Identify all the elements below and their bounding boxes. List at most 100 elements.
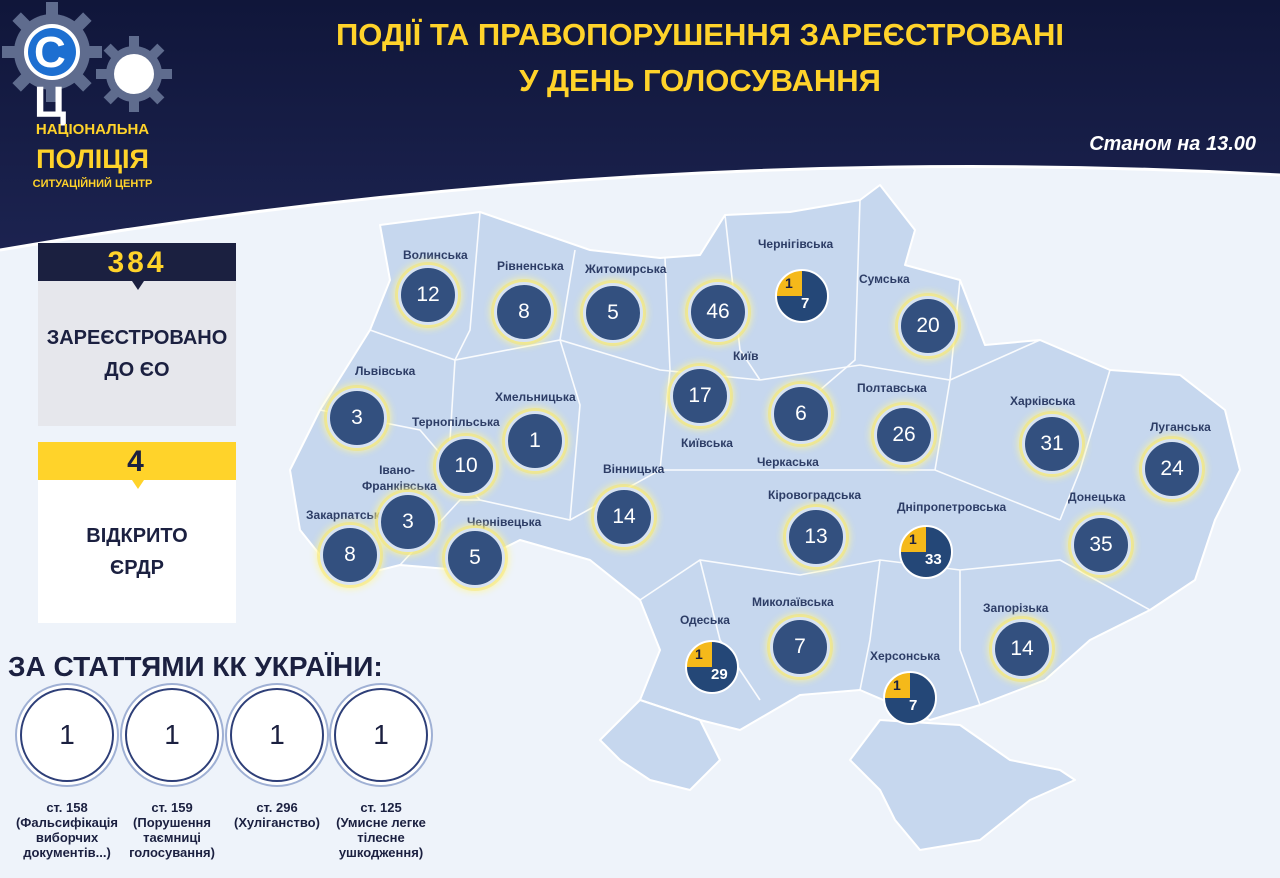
articles-title: ЗА СТАТТЯМИ КК УКРАЇНИ: bbox=[8, 651, 383, 682]
title-line-2: У ДЕНЬ ГОЛОСУВАННЯ bbox=[519, 63, 881, 98]
article-desc: ушкодження) bbox=[338, 845, 424, 860]
article-circle-158: 1 bbox=[20, 688, 114, 782]
region-event-badge: 10 bbox=[436, 436, 496, 496]
region-erdr-count: 1 bbox=[909, 531, 917, 547]
article-number: ст. 158 bbox=[46, 800, 88, 815]
article-label-159: ст. 159 (Порушення таємниці голосування) bbox=[117, 800, 227, 860]
region-label: Тернопільська bbox=[412, 415, 500, 429]
region-label: Запорізька bbox=[983, 601, 1049, 615]
region-label: Дніпропетровська bbox=[897, 500, 1007, 514]
region-event-badge: 13 bbox=[786, 507, 846, 567]
region-erdr-count: 1 bbox=[893, 677, 901, 693]
logo-line-2: ПОЛІЦІЯ bbox=[36, 144, 149, 174]
region-pie: 1 33 bbox=[899, 525, 953, 579]
region-event-count: 7 bbox=[801, 295, 810, 312]
region-label: Житомирська bbox=[585, 262, 667, 276]
registered-label: ЗАРЕЄСТРОВАНО ДО ЄО bbox=[38, 281, 236, 426]
region-event-badge: 5 bbox=[583, 283, 643, 343]
region-label: Одеська bbox=[680, 613, 730, 627]
article-desc: виборчих bbox=[35, 830, 99, 845]
article-desc: голосування) bbox=[129, 845, 215, 860]
article-desc: тілесне bbox=[357, 830, 405, 845]
region-event-badge: 46 bbox=[688, 282, 748, 342]
erdr-value: 4 bbox=[38, 442, 236, 489]
article-number: ст. 159 bbox=[151, 800, 193, 815]
region-label: Хмельницька bbox=[495, 390, 576, 404]
logo-line-1: НАЦІОНАЛЬНА bbox=[35, 121, 150, 138]
region-event-badge: 24 bbox=[1142, 439, 1202, 499]
erdr-label: ВІДКРИТО ЄРДР bbox=[38, 480, 236, 623]
region-event-badge: 12 bbox=[398, 265, 458, 325]
registered-value: 384 bbox=[38, 243, 236, 290]
article-circle-159: 1 bbox=[125, 688, 219, 782]
article-desc: (Фальсифікація bbox=[15, 815, 119, 830]
header-background bbox=[0, 0, 1280, 252]
map-crimea bbox=[849, 719, 1076, 851]
article-desc: документів...) bbox=[23, 845, 111, 860]
article-desc: (Умисне легке bbox=[336, 815, 426, 830]
region-label: Львівська bbox=[355, 364, 416, 378]
region-label: Харківська bbox=[1010, 394, 1076, 408]
police-logo-gears-icon bbox=[2, 2, 172, 112]
logo-line-3: СИТУАЦІЙНИЙ ЦЕНТР bbox=[32, 178, 153, 190]
region-erdr-count: 1 bbox=[785, 275, 793, 291]
region-label-kyiv: Київ bbox=[733, 349, 759, 363]
registered-card: 384 ЗАРЕЄСТРОВАНО ДО ЄО bbox=[38, 243, 236, 426]
region-event-badge: 14 bbox=[594, 487, 654, 547]
region-event-badge: 8 bbox=[320, 525, 380, 585]
region-event-badge: 35 bbox=[1071, 515, 1131, 575]
region-event-badge: 17 bbox=[670, 366, 730, 426]
region-erdr-count: 1 bbox=[695, 646, 703, 662]
region-event-count: 7 bbox=[909, 697, 918, 714]
article-label-125: ст. 125 (Умисне легке тілесне ушкодження… bbox=[326, 800, 436, 860]
region-label: Сумська bbox=[859, 272, 910, 286]
region-label: Херсонська bbox=[870, 649, 940, 663]
page-title: ПОДІЇ ТА ПРАВОПОРУШЕННЯ ЗАРЕЄСТРОВАНІ У … bbox=[250, 12, 1150, 104]
region-event-badge: 3 bbox=[378, 492, 438, 552]
article-desc: таємниці bbox=[143, 830, 201, 845]
region-event-badge: 7 bbox=[770, 617, 830, 677]
region-label: Кіровоградська bbox=[768, 488, 862, 502]
region-label: Вінницька bbox=[603, 462, 665, 476]
region-pie: 1 29 bbox=[685, 640, 739, 694]
region-label: Миколаївська bbox=[752, 595, 834, 609]
region-label: Чернігівська bbox=[758, 237, 834, 251]
region-event-badge: 8 bbox=[494, 282, 554, 342]
region-label: Чернівецька bbox=[467, 515, 542, 529]
region-label: Волинська bbox=[403, 248, 468, 262]
registered-label-line-2: ДО ЄО bbox=[104, 358, 170, 381]
region-event-badge: 26 bbox=[874, 405, 934, 465]
logo-letters: С Ц bbox=[34, 28, 105, 127]
article-label-158: ст. 158 (Фальсифікація виборчих документ… bbox=[12, 800, 122, 860]
article-number: ст. 125 bbox=[360, 800, 402, 815]
map-odesa-south bbox=[599, 699, 721, 791]
region-label: Черкаська bbox=[757, 455, 819, 469]
registered-label-line-1: ЗАРЕЄСТРОВАНО bbox=[46, 326, 228, 349]
region-label: Рівненська bbox=[497, 259, 564, 273]
article-desc: (Хуліганство) bbox=[234, 815, 320, 830]
article-label-296: ст. 296 (Хуліганство) bbox=[222, 800, 332, 830]
region-event-badge: 1 bbox=[505, 411, 565, 471]
region-label: Полтавська bbox=[857, 381, 927, 395]
region-event-badge: 20 bbox=[898, 296, 958, 356]
region-label: Луганська bbox=[1150, 420, 1211, 434]
region-label: Івано-Франківська bbox=[362, 463, 437, 493]
region-event-badge: 31 bbox=[1022, 414, 1082, 474]
region-event-count: 29 bbox=[711, 666, 728, 683]
as-of-time: Станом на 13.00 bbox=[1089, 133, 1256, 155]
article-number: ст. 296 bbox=[256, 800, 298, 815]
article-desc: (Порушення bbox=[133, 815, 211, 830]
article-circle-296: 1 bbox=[230, 688, 324, 782]
region-event-badge: 3 bbox=[327, 388, 387, 448]
erdr-label-line-2: ЄРДР bbox=[110, 556, 164, 579]
region-event-count: 33 bbox=[925, 551, 942, 568]
region-label: Донецька bbox=[1068, 490, 1126, 504]
region-label: Закарпатська bbox=[306, 508, 387, 522]
erdr-label-line-1: ВІДКРИТО bbox=[86, 524, 188, 547]
region-event-badge: 5 bbox=[445, 528, 505, 588]
region-event-badge: 6 bbox=[771, 384, 831, 444]
title-line-1: ПОДІЇ ТА ПРАВОПОРУШЕННЯ ЗАРЕЄСТРОВАНІ bbox=[335, 17, 1064, 52]
erdr-card: 4 ВІДКРИТО ЄРДР bbox=[38, 442, 236, 623]
